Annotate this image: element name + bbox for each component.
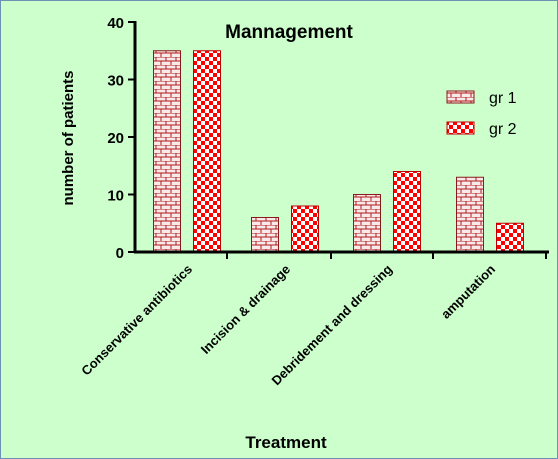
legend-label-2: gr 2: [489, 121, 517, 138]
bar-1-1: [153, 50, 181, 253]
legend-swatch-2: [446, 121, 475, 135]
y-tick-label-30: 30: [107, 73, 124, 90]
bar-1-3: [353, 194, 381, 253]
bar-2-2: [291, 205, 319, 253]
bar-1-2: [251, 217, 279, 253]
legend-swatch-1: [446, 90, 475, 104]
y-axis-label: number of patients: [60, 70, 77, 205]
bar-2-1: [193, 50, 221, 253]
chart-title: Mannagement: [225, 22, 353, 43]
y-tick-label-0: 0: [116, 245, 124, 262]
legend-label-1: gr 1: [489, 90, 517, 107]
bar-1-4: [456, 176, 484, 253]
bar-2-4: [496, 222, 524, 253]
y-tick-label-40: 40: [107, 15, 124, 32]
x-axis-label: Treatment: [245, 433, 327, 452]
y-tick-label-20: 20: [107, 130, 124, 147]
bar-2-3: [393, 171, 421, 253]
legend: gr 1 gr 2: [446, 90, 517, 138]
y-tick-label-10: 10: [107, 188, 124, 205]
